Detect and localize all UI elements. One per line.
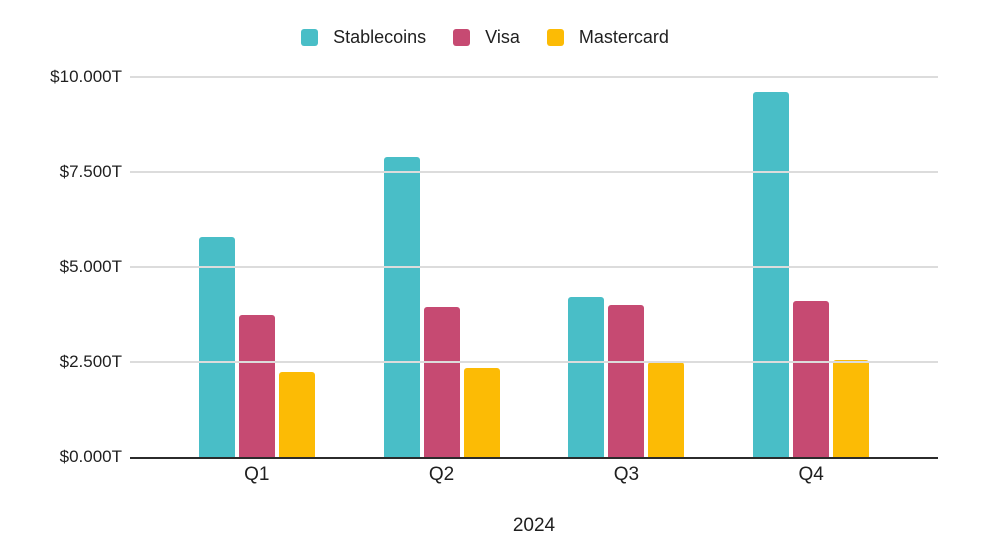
bar-visa-q2 <box>423 306 460 457</box>
bar-groups <box>130 77 938 457</box>
x-axis-label-q1: Q1 <box>244 464 270 485</box>
y-axis-tick-label--2-500t: $2.500T <box>59 352 122 371</box>
chart-legend: Stablecoins Visa Mastercard <box>0 26 994 48</box>
bar-stablecoins-q4 <box>753 92 790 457</box>
bar-visa-q3 <box>608 305 645 457</box>
gridline--2-500t <box>130 361 938 363</box>
legend-swatch-stablecoins <box>301 28 319 46</box>
bar-group-q3 <box>568 77 685 457</box>
gridline--7-500t <box>130 171 938 173</box>
bar-mastercard-q1 <box>278 371 315 457</box>
bar-group-q2 <box>383 77 500 457</box>
gridline--5-000t <box>130 266 938 268</box>
plot-area: $10.000T $7.500T $5.000T $2.500T $0.000T <box>50 67 938 466</box>
bar-mastercard-q2 <box>463 367 500 457</box>
gridline--10-000t <box>130 76 938 78</box>
y-axis-tick-label--7-500t: $7.500T <box>59 162 122 181</box>
y-axis-tick-label--10-000t: $10.000T <box>50 67 122 86</box>
legend-item-mastercard: Mastercard <box>546 26 669 48</box>
legend-swatch-visa <box>453 28 471 46</box>
bar-stablecoins-q1 <box>198 236 235 457</box>
y-axis-tick-label--0-000t: $0.000T <box>59 447 122 466</box>
legend-swatch-mastercard <box>546 28 564 46</box>
legend-label-stablecoins: Stablecoins <box>333 27 427 47</box>
legend-item-stablecoins: Stablecoins <box>301 26 426 48</box>
legend-label-mastercard: Mastercard <box>578 27 669 47</box>
bar-stablecoins-q2 <box>383 156 420 457</box>
x-axis-title: 2024 <box>512 515 556 536</box>
y-axis-tick-label--5-000t: $5.000T <box>59 257 122 276</box>
bar-visa-q4 <box>793 301 830 457</box>
x-axis-label-q2: Q2 <box>428 464 455 485</box>
legend-item-visa: Visa <box>453 26 520 48</box>
x-axis-label-q4: Q4 <box>798 464 824 485</box>
x-axis-labels: Q1 Q2 Q3 Q4 <box>130 464 938 486</box>
bar-stablecoins-q3 <box>568 297 605 457</box>
bar-mastercard-q4 <box>833 360 870 457</box>
bar-mastercard-q3 <box>648 362 685 457</box>
bar-visa-q1 <box>238 314 275 457</box>
bar-group-q4 <box>753 77 870 457</box>
bar-group-q1 <box>198 77 315 457</box>
x-axis-label-q3: Q3 <box>613 464 640 485</box>
legend-label-visa: Visa <box>485 27 520 47</box>
